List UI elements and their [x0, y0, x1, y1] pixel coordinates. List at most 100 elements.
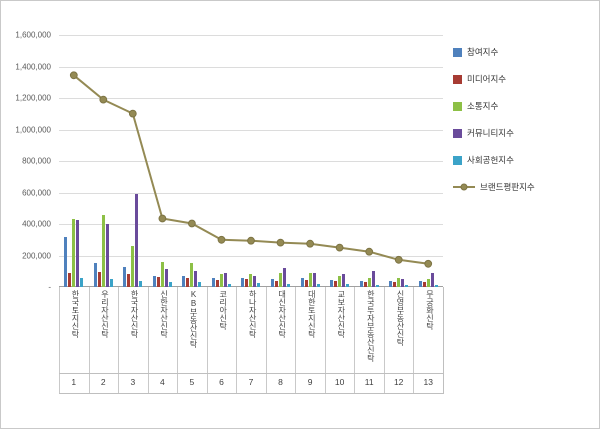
y-tick-label: 800,000 — [22, 156, 51, 166]
category-label: 대한토지신탁 — [307, 290, 317, 338]
category-cell: 대한토지신탁 — [295, 287, 326, 393]
legend-swatch — [453, 155, 462, 165]
category-rank: 13 — [423, 377, 433, 387]
bar-participation-index — [64, 237, 68, 287]
bar-group — [148, 35, 178, 287]
legend-item-brand-reputation-index: 브랜드평판지수 — [453, 180, 595, 194]
line-marker — [247, 236, 255, 245]
bar-participation-index — [389, 281, 393, 287]
x-axis-labels: 한국토지신탁 1 우리자산신탁 2 한국자산신탁 3 신한자산신탁 4 KB부동산신탁 5 코리아신… — [59, 287, 444, 394]
gridline — [59, 67, 443, 68]
legend-item-community-index: 커뮤니티지수 — [453, 126, 595, 140]
bar-communication-index — [219, 274, 223, 287]
category-rank: 3 — [130, 377, 136, 387]
bar-community-index — [135, 194, 139, 287]
bar-communication-index — [367, 278, 371, 287]
category-rank: 10 — [334, 377, 345, 387]
plot-area — [59, 35, 443, 287]
category-label: 하나자산신탁 — [248, 290, 258, 338]
bar-social-contribution-index — [168, 282, 172, 287]
category-cell: 한국자산신탁 — [118, 287, 149, 393]
gridline — [59, 130, 443, 131]
bar-social-contribution-index — [139, 281, 143, 287]
bar-communication-index — [101, 215, 105, 287]
category-cell: 신한자산신탁 — [147, 287, 179, 393]
category-label: 대신자산신탁 — [277, 290, 287, 338]
gridline — [59, 256, 443, 257]
bar-community-index — [105, 224, 109, 287]
bar-community-index — [430, 273, 434, 287]
line-marker — [306, 239, 315, 248]
category-cell: 교보자산신탁 — [324, 287, 356, 393]
bar-media-index — [334, 281, 338, 287]
legend-line-swatch — [453, 183, 475, 191]
gridline — [59, 161, 443, 162]
bar-participation-index — [330, 280, 334, 287]
bar-communication-index — [279, 273, 283, 287]
bar-group — [295, 35, 325, 287]
bar-participation-index — [182, 276, 186, 287]
category-rank: 4 — [160, 377, 165, 387]
category-label: 우리자산신탁 — [100, 290, 110, 338]
gridline — [59, 224, 443, 225]
bar-participation-index — [211, 278, 215, 287]
category-label: KB부동산신탁 — [189, 290, 199, 348]
gridline — [59, 35, 443, 36]
line-marker — [335, 243, 344, 252]
bar-participation-index — [93, 263, 97, 287]
bar-social-contribution-index — [257, 283, 261, 287]
legend-item-participation-index: 참여지수 — [453, 45, 595, 59]
bar-social-contribution-index — [198, 282, 202, 287]
category-rank: 7 — [248, 377, 254, 387]
bar-participation-index — [241, 278, 245, 287]
bar-social-contribution-index — [80, 278, 84, 287]
legend-swatch — [453, 101, 462, 111]
bar-community-index — [194, 271, 198, 287]
bar-group — [89, 35, 119, 287]
bar-media-index — [68, 273, 72, 287]
bar-group — [118, 35, 148, 287]
y-tick-label: 1,400,000 — [15, 62, 51, 72]
bar-media-index — [215, 280, 219, 287]
line-marker — [69, 71, 78, 80]
bar-social-contribution-index — [346, 284, 350, 287]
bar-participation-index — [271, 279, 275, 287]
category-label: 교보자산신탁 — [336, 290, 346, 338]
category-rank: 5 — [189, 377, 195, 387]
line-marker — [188, 219, 196, 228]
bar-group — [177, 35, 207, 287]
bar-group — [207, 35, 237, 287]
bar-community-index — [401, 279, 405, 287]
category-cell: 하나자산신탁 — [236, 287, 267, 393]
line-marker — [276, 238, 285, 247]
category-cell: 코리아신탁 — [206, 287, 238, 393]
bar-group — [325, 35, 355, 287]
legend-swatch — [453, 74, 462, 84]
bar-group — [236, 35, 266, 287]
category-label: 한국투자부동산신탁 — [366, 290, 376, 362]
bar-media-index — [393, 282, 397, 287]
bar-participation-index — [359, 281, 363, 287]
category-rank: 2 — [100, 377, 106, 387]
bar-social-contribution-index — [434, 285, 438, 287]
legend-label: 미디어지수 — [467, 74, 507, 84]
y-tick-label: 400,000 — [22, 219, 51, 229]
bar-social-contribution-index — [375, 285, 379, 287]
category-cell: 무궁화신탁 — [413, 287, 444, 393]
bar-media-index — [186, 278, 190, 287]
gridline — [59, 98, 443, 99]
legend-label: 사회공헌지수 — [467, 155, 514, 165]
bar-social-contribution-index — [227, 284, 231, 287]
bar-communication-index — [426, 279, 430, 287]
legend-item-communication-index: 소통지수 — [453, 99, 595, 113]
bar-communication-index — [397, 278, 401, 287]
bar-group — [266, 35, 296, 287]
category-label: 신영부동산신탁 — [395, 290, 405, 346]
line-series-brand-reputation-index — [69, 71, 433, 268]
bar-community-index — [342, 274, 346, 287]
line-marker — [365, 247, 374, 256]
bar-group — [354, 35, 384, 287]
category-cell: KB부동산신탁 — [177, 287, 208, 393]
legend-swatch — [453, 47, 462, 57]
